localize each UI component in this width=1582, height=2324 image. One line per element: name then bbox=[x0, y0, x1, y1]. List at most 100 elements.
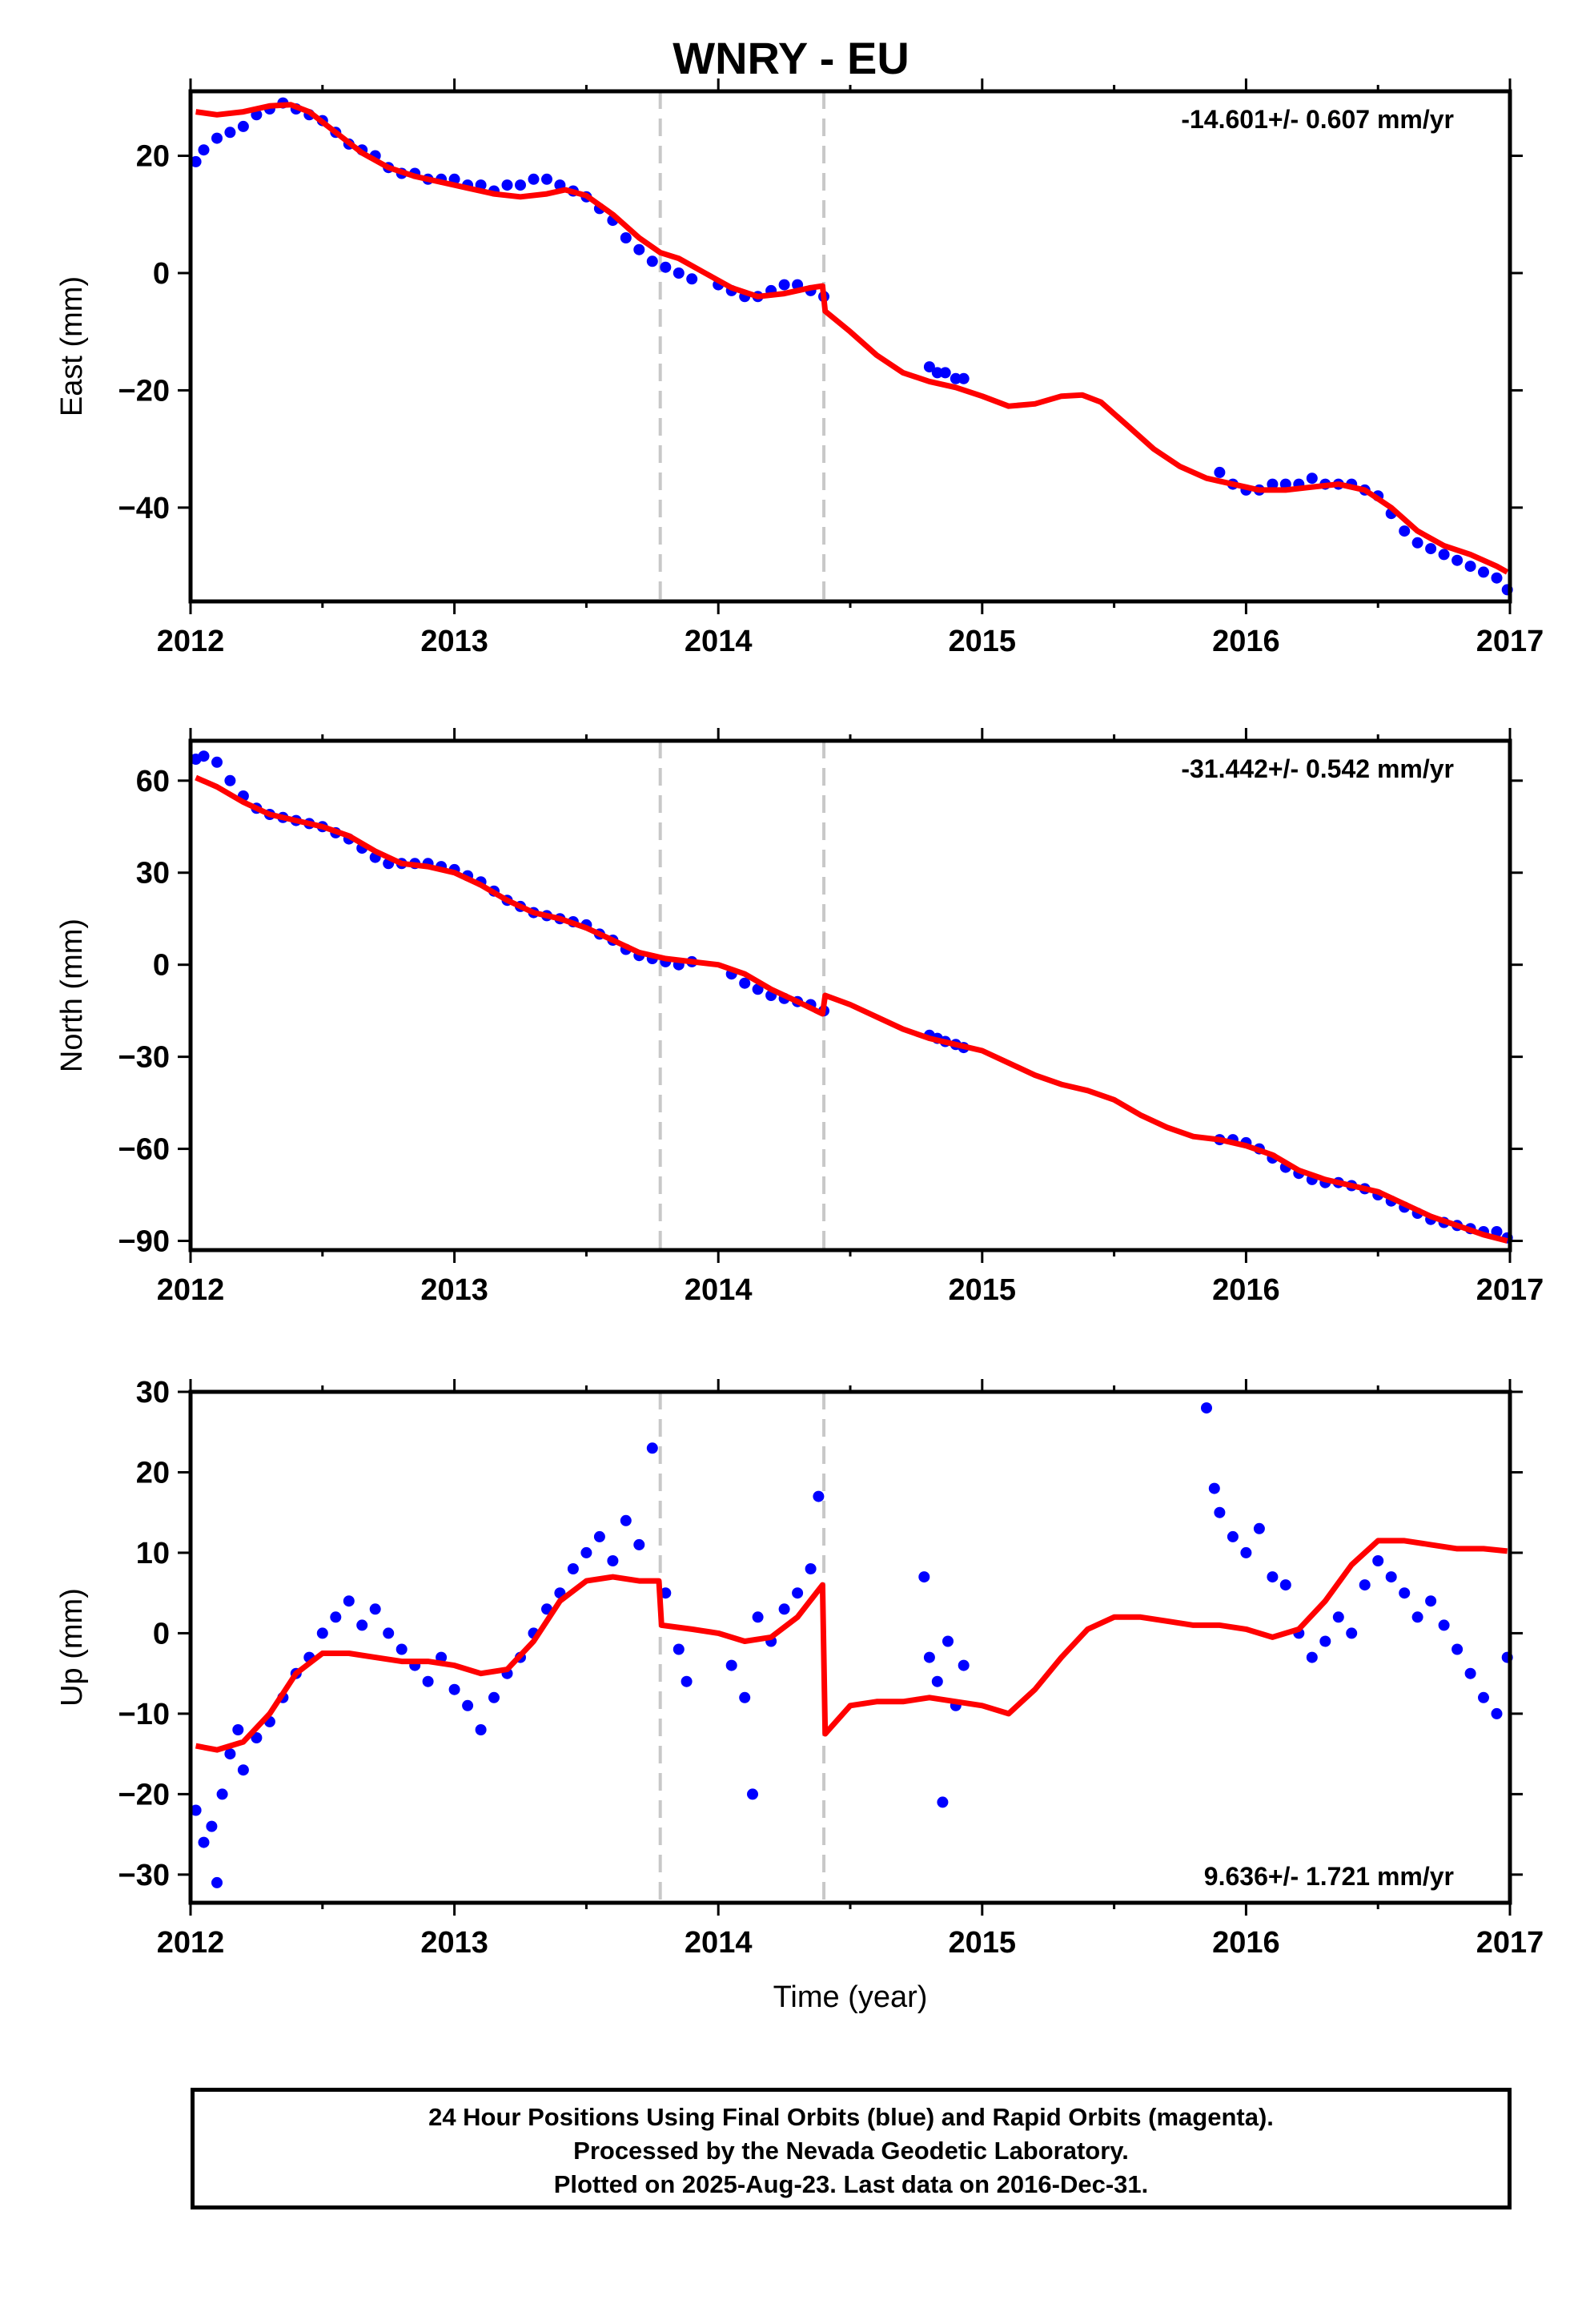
x-tick-label: 2012 bbox=[157, 1273, 225, 1307]
data-point bbox=[1279, 1579, 1291, 1591]
data-point bbox=[1201, 1402, 1212, 1414]
y-tick-label: 0 bbox=[153, 1617, 170, 1651]
x-tick-label: 2014 bbox=[685, 1273, 753, 1307]
y-tick-label: 20 bbox=[136, 140, 170, 174]
data-point bbox=[567, 1563, 579, 1574]
data-point bbox=[1399, 1587, 1411, 1599]
data-point bbox=[224, 1748, 236, 1760]
data-point bbox=[1385, 1571, 1397, 1583]
data-point bbox=[923, 1651, 935, 1663]
data-point bbox=[1214, 466, 1226, 478]
y-tick-label: −20 bbox=[118, 374, 170, 408]
data-point bbox=[211, 756, 223, 768]
data-point bbox=[1227, 1530, 1239, 1542]
x-tick-label: 2016 bbox=[1212, 625, 1280, 658]
data-point bbox=[232, 1724, 244, 1735]
y-tick-label: 10 bbox=[136, 1537, 170, 1570]
data-point bbox=[1491, 1707, 1503, 1719]
data-point bbox=[198, 1836, 210, 1848]
data-point bbox=[356, 1619, 368, 1631]
data-point bbox=[1372, 1555, 1384, 1566]
y-tick-label: −20 bbox=[118, 1778, 170, 1811]
velocity-rate-label: 9.636+/- 1.721 mm/yr bbox=[1204, 1862, 1454, 1891]
x-tick-label: 2016 bbox=[1212, 1926, 1280, 1960]
data-point bbox=[1359, 1579, 1371, 1591]
x-tick-label: 2015 bbox=[949, 625, 1017, 658]
data-point bbox=[211, 132, 223, 144]
data-point bbox=[216, 1788, 228, 1800]
data-point bbox=[501, 179, 513, 191]
data-point bbox=[190, 1804, 202, 1816]
panel-up: 2012 2013 2014 2015 2016 2017 −30 −20 −10 0 10 20 30… bbox=[55, 1376, 1544, 2014]
data-point bbox=[950, 372, 962, 384]
data-point bbox=[931, 1675, 943, 1687]
data-point bbox=[813, 1490, 825, 1502]
data-point bbox=[739, 977, 751, 989]
data-point bbox=[660, 1587, 672, 1599]
x-tick-label: 2013 bbox=[420, 625, 488, 658]
data-point bbox=[528, 173, 540, 185]
y-tick-label: −40 bbox=[118, 492, 170, 525]
data-point bbox=[396, 1643, 408, 1655]
model-curve bbox=[195, 102, 1509, 575]
footer-line-plotted: Plotted on 2025-Aug-23. Last data on 201… bbox=[553, 2170, 1149, 2198]
data-point bbox=[206, 1820, 218, 1832]
data-point bbox=[1491, 572, 1503, 584]
data-point bbox=[1253, 1522, 1265, 1534]
data-point bbox=[190, 155, 202, 167]
data-point bbox=[937, 1796, 949, 1808]
data-point bbox=[918, 1571, 930, 1583]
data-point bbox=[673, 267, 685, 279]
data-point bbox=[580, 1546, 592, 1558]
x-tick-label: 2016 bbox=[1212, 1273, 1280, 1307]
x-axis-label: Time (year) bbox=[773, 1980, 928, 2014]
data-point bbox=[224, 774, 236, 786]
footer-line-processed: Processed by the Nevada Geodetic Laborat… bbox=[573, 2137, 1129, 2165]
data-point bbox=[739, 1691, 751, 1703]
data-point bbox=[541, 173, 552, 185]
data-point bbox=[607, 1555, 619, 1566]
data-point bbox=[792, 1587, 804, 1599]
data-point bbox=[237, 120, 249, 132]
footer-line-orbits: 24 Hour Positions Using Final Orbits (bl… bbox=[428, 2103, 1274, 2131]
data-point bbox=[620, 1514, 632, 1526]
data-point bbox=[778, 1603, 790, 1615]
y-tick-label: 0 bbox=[153, 949, 170, 983]
data-point bbox=[475, 1724, 487, 1735]
data-point bbox=[747, 1788, 758, 1800]
x-tick-label: 2014 bbox=[685, 625, 753, 658]
y-tick-label: 30 bbox=[136, 857, 170, 891]
data-point bbox=[1267, 478, 1279, 490]
data-point bbox=[1478, 1691, 1489, 1703]
data-point bbox=[369, 1603, 381, 1615]
data-point bbox=[343, 1595, 355, 1607]
data-point bbox=[224, 127, 236, 139]
data-point bbox=[237, 1764, 249, 1776]
plot-frame bbox=[188, 1389, 1512, 1905]
data-point bbox=[681, 1675, 693, 1687]
data-point bbox=[752, 983, 764, 995]
velocity-rate-label: -31.442+/- 0.542 mm/yr bbox=[1181, 754, 1454, 783]
data-point bbox=[1425, 1595, 1437, 1607]
data-point bbox=[673, 1643, 685, 1655]
data-point bbox=[251, 1732, 263, 1743]
y-tick-label: −30 bbox=[118, 1859, 170, 1892]
data-point bbox=[515, 179, 526, 191]
x-tick-label: 2013 bbox=[420, 1926, 488, 1960]
y-tick-label: −10 bbox=[118, 1698, 170, 1731]
data-point bbox=[198, 144, 210, 156]
data-point bbox=[686, 273, 698, 285]
data-point bbox=[1425, 543, 1437, 555]
data-point bbox=[1411, 537, 1423, 549]
y-axis-label: North (mm) bbox=[55, 919, 89, 1072]
data-point bbox=[316, 1627, 328, 1639]
data-point bbox=[923, 361, 935, 373]
data-point bbox=[488, 1691, 500, 1703]
data-point bbox=[383, 1627, 395, 1639]
data-point bbox=[1438, 1619, 1450, 1631]
data-point bbox=[422, 1675, 434, 1687]
x-tick-label: 2012 bbox=[157, 1926, 225, 1960]
data-point bbox=[646, 255, 658, 267]
x-tick-label: 2012 bbox=[157, 625, 225, 658]
